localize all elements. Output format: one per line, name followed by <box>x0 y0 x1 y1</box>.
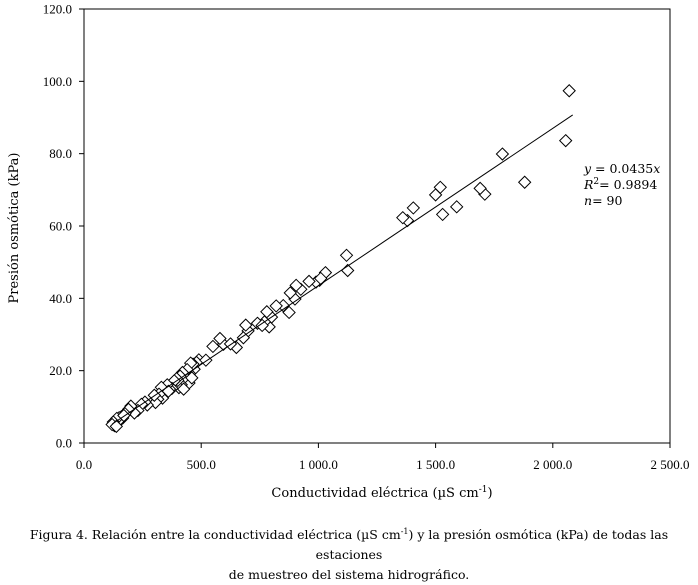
y-axis-ticks: 0.0 20.0 40.0 60.0 80.0 100.0 120.0 <box>43 2 84 451</box>
y-tick-label: 40.0 <box>49 291 72 306</box>
data-point <box>239 318 253 332</box>
r-squared-label: R2= 0.9894 <box>583 177 657 192</box>
trendline <box>111 114 574 425</box>
data-point <box>283 286 297 300</box>
n-label: n= 90 <box>584 193 622 208</box>
data-point <box>255 318 269 333</box>
data-point <box>213 331 227 346</box>
y-tick-label: 0.0 <box>56 436 72 451</box>
equation-text: = 0.0435 <box>591 161 653 176</box>
r2-superscript: 2 <box>593 177 599 187</box>
data-point <box>428 188 443 202</box>
x-axis-title-end: ) <box>488 486 493 501</box>
caption-line-1: Figura 4. Relación entre la conductivida… <box>20 522 678 565</box>
r2-value: = 0.9894 <box>599 177 657 192</box>
data-point <box>396 210 410 225</box>
caption-superscript: -1 <box>400 527 409 536</box>
data-point <box>558 133 573 148</box>
x-tick-label: 1 000.0 <box>299 457 338 472</box>
data-point <box>236 331 251 345</box>
x-axis-title: Conductividad eléctrica (µS cm-1) <box>271 485 492 501</box>
data-point <box>289 278 303 293</box>
data-point <box>406 201 421 215</box>
x-tick-label: 2 000.0 <box>533 457 572 472</box>
y-tick-label: 120.0 <box>43 2 72 17</box>
data-point <box>206 339 220 354</box>
data-point <box>449 200 464 214</box>
data-point <box>185 371 199 385</box>
x-axis-ticks: 0.0 500.0 1 000.0 1 500.0 2 000.0 2 500.0 <box>76 443 690 472</box>
y-axis-title: Presión osmótica (kPa) <box>7 153 22 304</box>
data-point <box>282 305 296 320</box>
x-tick-label: 1 500.0 <box>416 457 455 472</box>
y-tick-label: 60.0 <box>49 219 72 234</box>
data-point <box>473 181 487 196</box>
scatter-chart: 0.0 20.0 40.0 60.0 80.0 100.0 120.0 0.0 500.0 1 … <box>7 2 690 502</box>
x-tick-label: 2 500.0 <box>651 457 690 472</box>
data-point <box>562 84 576 98</box>
data-point <box>495 147 510 161</box>
caption-line-1-a: Figura 4. Relación entre la conductivida… <box>29 527 401 543</box>
x-axis-title-superscript: -1 <box>479 485 488 495</box>
equation-x: x <box>653 161 660 176</box>
y-tick-label: 20.0 <box>49 363 72 378</box>
figure-caption: Figura 4. Relación entre la conductivida… <box>20 522 678 585</box>
data-point <box>435 207 450 222</box>
y-tick-label: 100.0 <box>43 74 72 89</box>
trendline-line <box>111 114 574 425</box>
x-tick-label: 500.0 <box>187 457 216 472</box>
data-point <box>302 274 316 289</box>
n-value: = 90 <box>592 193 622 208</box>
equation-label: y = 0.0435x <box>583 161 660 176</box>
data-points <box>105 84 576 434</box>
equation-y: y <box>583 161 592 176</box>
data-point <box>269 299 283 313</box>
n-symbol: n <box>584 193 592 208</box>
data-point <box>339 248 354 263</box>
data-point <box>517 175 532 189</box>
caption-line-2: de muestreo del sistema hidrográfico. <box>228 567 470 583</box>
x-tick-label: 0.0 <box>76 457 92 472</box>
data-point <box>176 382 191 396</box>
caption-line-1-b: ) y la presión osmótica (kPa) de todas l… <box>315 527 669 563</box>
x-axis-title-main: Conductividad eléctrica (µS cm <box>271 486 478 501</box>
r2-r: R <box>583 177 593 192</box>
y-tick-label: 80.0 <box>49 146 72 161</box>
